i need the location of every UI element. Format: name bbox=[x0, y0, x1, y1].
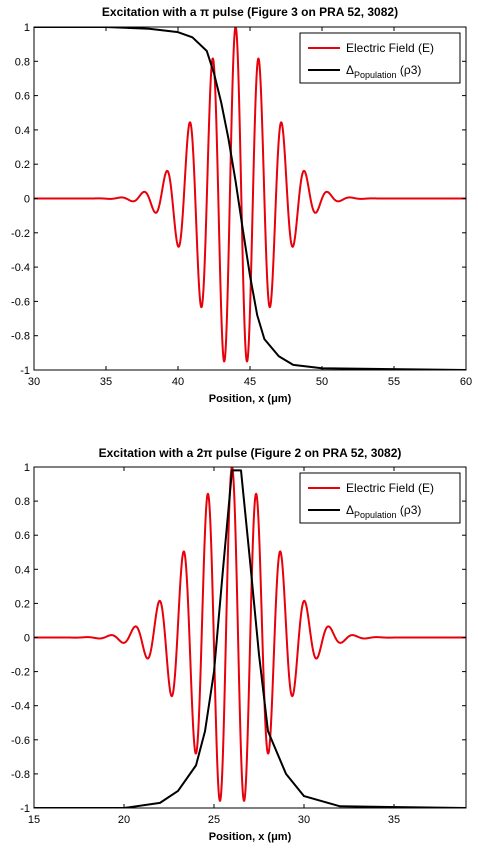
legend-box bbox=[299, 472, 461, 524]
y-tick-label: -0.4 bbox=[11, 262, 30, 274]
x-axis-label: Position, x (μm) bbox=[209, 393, 292, 405]
series-line-2 bbox=[34, 27, 466, 370]
y-tick-label: -0.2 bbox=[11, 228, 30, 240]
x-tick-label: 45 bbox=[244, 376, 256, 388]
y-tick-label: -0.2 bbox=[11, 667, 30, 679]
x-axis-label: Position, x (μm) bbox=[209, 831, 292, 843]
x-tick-label: 15 bbox=[28, 814, 40, 826]
y-tick-label: -0.8 bbox=[11, 331, 30, 343]
legend-box bbox=[299, 32, 461, 84]
x-tick-label: 50 bbox=[316, 376, 328, 388]
x-tick-label: 30 bbox=[28, 376, 40, 388]
y-tick-label: 0.8 bbox=[15, 56, 30, 68]
chart-2: Excitation with a 2π pulse (Figure 2 on … bbox=[11, 446, 467, 843]
y-tick-label: -1 bbox=[20, 803, 30, 815]
x-tick-label: 35 bbox=[388, 814, 400, 826]
y-tick-label: 0.4 bbox=[15, 125, 30, 137]
y-tick-label: -0.4 bbox=[11, 701, 30, 713]
y-tick-label: 0.6 bbox=[15, 530, 30, 542]
y-tick-label: -0.6 bbox=[11, 735, 30, 747]
chart-1: Excitation with a π pulse (Figure 3 on P… bbox=[11, 5, 472, 405]
legend: Electric Field (E) ΔPopulation (ρ3) bbox=[299, 472, 461, 524]
legend: Electric Field (E) ΔPopulation (ρ3) bbox=[299, 32, 461, 84]
series-line-1 bbox=[34, 467, 466, 802]
chart-title: Excitation with a π pulse (Figure 3 on P… bbox=[102, 5, 398, 19]
legend-label-2: ΔPopulation (ρ3) bbox=[346, 503, 421, 520]
y-tick-label: -0.6 bbox=[11, 296, 30, 308]
legend-label-1: Electric Field (E) bbox=[346, 41, 434, 55]
x-tick-label: 20 bbox=[118, 814, 130, 826]
series-layer bbox=[34, 27, 466, 370]
series-line-2 bbox=[34, 469, 466, 808]
y-tick-label: 0.8 bbox=[15, 496, 30, 508]
y-tick-label: -1 bbox=[20, 365, 30, 377]
x-tick-label: 40 bbox=[172, 376, 184, 388]
legend-label-2: ΔPopulation (ρ3) bbox=[346, 63, 421, 80]
y-tick-label: 0.2 bbox=[15, 159, 30, 171]
series-line-1 bbox=[34, 27, 466, 363]
x-tick-label: 35 bbox=[100, 376, 112, 388]
y-tick-label: 0.4 bbox=[15, 564, 30, 576]
y-tick-label: 0 bbox=[24, 633, 30, 645]
series-layer bbox=[34, 467, 466, 808]
y-tick-label: 1 bbox=[24, 462, 30, 474]
legend-label-1: Electric Field (E) bbox=[346, 481, 434, 495]
y-tick-label: -0.8 bbox=[11, 769, 30, 781]
y-tick-label: 1 bbox=[24, 22, 30, 34]
x-tick-label: 30 bbox=[298, 814, 310, 826]
x-tick-label: 25 bbox=[208, 814, 220, 826]
y-tick-label: 0.2 bbox=[15, 598, 30, 610]
y-tick-label: 0 bbox=[24, 194, 30, 206]
y-tick-label: 0.6 bbox=[15, 91, 30, 103]
x-tick-label: 55 bbox=[388, 376, 400, 388]
chart-title: Excitation with a 2π pulse (Figure 2 on … bbox=[99, 446, 402, 460]
x-tick-label: 60 bbox=[460, 376, 472, 388]
